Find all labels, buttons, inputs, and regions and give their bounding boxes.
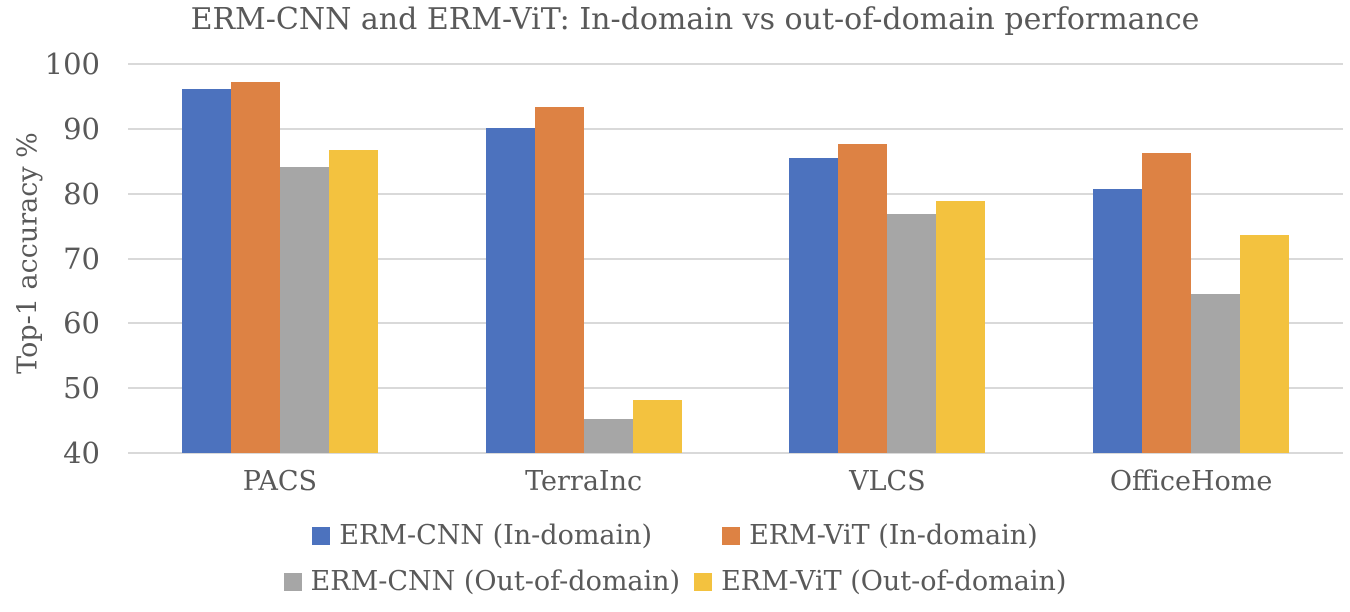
legend-label: ERM-CNN (In-domain) [339, 520, 653, 551]
legend-swatch-icon [312, 526, 331, 545]
bar [534, 107, 584, 453]
legend-swatch-icon [283, 572, 302, 591]
bar [230, 81, 280, 453]
y-tick-label: 50 [63, 371, 100, 406]
gridline [128, 63, 1343, 65]
y-tick-label: 40 [63, 436, 100, 470]
legend-row: ERM-CNN (Out-of-domain) ERM-ViT (Out-of-d… [0, 566, 1350, 597]
legend-swatch-icon [694, 572, 713, 591]
x-category-label: TerraInc [525, 466, 643, 497]
bar [1142, 153, 1192, 453]
legend-label: ERM-ViT (In-domain) [749, 520, 1038, 551]
bar [279, 167, 329, 453]
legend-item: ERM-ViT (Out-of-domain) [694, 566, 1066, 597]
y-tick-label: 100 [44, 47, 100, 81]
gridline [128, 322, 1343, 325]
y-tick-label: 70 [63, 241, 100, 276]
gridline [128, 257, 1343, 260]
x-category-label: VLCS [849, 466, 926, 497]
bar [485, 127, 535, 453]
legend-item: ERM-ViT (In-domain) [722, 520, 1038, 551]
gridline [128, 127, 1343, 130]
legend-item: ERM-CNN (In-domain) [312, 520, 652, 551]
bar [1093, 189, 1143, 453]
bar [1191, 293, 1241, 453]
bar [838, 143, 888, 453]
legend-item: ERM-CNN (Out-of-domain) [283, 566, 681, 597]
bar [936, 200, 986, 453]
x-category-label: OfficeHome [1109, 466, 1273, 497]
bar [583, 419, 633, 453]
bar [1240, 234, 1290, 453]
y-tick-label: 60 [63, 306, 100, 341]
y-tick-label: 90 [63, 111, 100, 146]
bar [181, 88, 231, 453]
legend-row: ERM-CNN (In-domain) ERM-ViT (In-domain) [0, 520, 1350, 551]
chart-title: ERM-CNN and ERM-ViT: In-domain vs out-of… [190, 2, 1200, 37]
gridline [128, 387, 1343, 390]
x-category-label: PACS [242, 466, 318, 497]
bar [328, 150, 378, 453]
y-tick-label: 80 [63, 176, 100, 211]
gridline [128, 452, 1343, 454]
legend-label: ERM-CNN (Out-of-domain) [310, 566, 681, 597]
bar [632, 400, 682, 453]
bar [887, 213, 937, 453]
bar [789, 158, 839, 453]
legend-swatch-icon [722, 526, 741, 545]
gridline [128, 192, 1343, 195]
legend-label: ERM-ViT (Out-of-domain) [721, 566, 1067, 597]
